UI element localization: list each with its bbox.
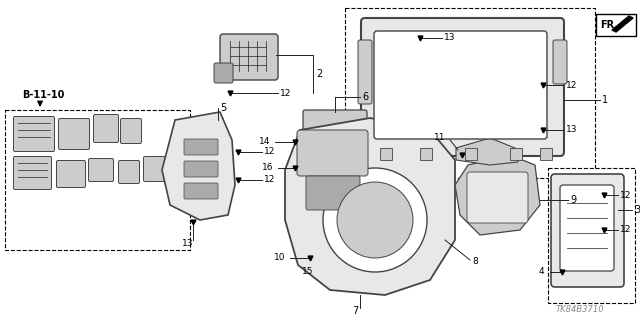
Text: 5: 5 — [220, 103, 227, 113]
FancyBboxPatch shape — [184, 161, 218, 177]
FancyBboxPatch shape — [361, 18, 564, 156]
Bar — [380, 148, 392, 160]
Text: 10: 10 — [273, 254, 285, 263]
FancyBboxPatch shape — [374, 31, 547, 139]
Text: 7: 7 — [352, 306, 358, 316]
FancyBboxPatch shape — [56, 160, 86, 188]
Text: 16: 16 — [262, 164, 273, 173]
FancyBboxPatch shape — [118, 160, 140, 183]
Bar — [465, 148, 477, 160]
Text: 12: 12 — [264, 175, 275, 184]
Text: 3: 3 — [634, 205, 640, 215]
FancyBboxPatch shape — [214, 63, 233, 83]
FancyBboxPatch shape — [553, 40, 567, 84]
FancyBboxPatch shape — [560, 185, 614, 271]
Text: 6: 6 — [362, 92, 368, 102]
Polygon shape — [612, 16, 633, 32]
Bar — [5, 110, 190, 250]
FancyBboxPatch shape — [13, 157, 51, 189]
Text: FR.: FR. — [600, 20, 618, 30]
Text: 12: 12 — [280, 88, 291, 98]
FancyBboxPatch shape — [13, 116, 54, 152]
FancyBboxPatch shape — [220, 34, 278, 80]
FancyBboxPatch shape — [88, 159, 113, 182]
Text: 1: 1 — [602, 95, 608, 105]
Text: 15: 15 — [302, 268, 314, 277]
Bar — [345, 8, 595, 178]
FancyBboxPatch shape — [297, 130, 368, 176]
FancyBboxPatch shape — [58, 118, 90, 150]
Text: 4: 4 — [538, 268, 544, 277]
Bar — [596, 14, 636, 36]
Bar — [548, 168, 635, 303]
Text: 13: 13 — [182, 240, 194, 249]
Polygon shape — [456, 138, 518, 165]
FancyBboxPatch shape — [467, 172, 528, 223]
Polygon shape — [162, 112, 235, 220]
FancyBboxPatch shape — [184, 183, 218, 199]
Text: 12: 12 — [566, 80, 577, 90]
FancyBboxPatch shape — [93, 115, 118, 143]
FancyBboxPatch shape — [120, 118, 141, 144]
FancyBboxPatch shape — [306, 176, 360, 210]
FancyBboxPatch shape — [143, 157, 168, 182]
Text: 12: 12 — [620, 226, 632, 234]
FancyBboxPatch shape — [358, 40, 372, 104]
Text: 9: 9 — [570, 195, 576, 205]
Text: 2: 2 — [316, 69, 323, 79]
FancyBboxPatch shape — [303, 110, 367, 144]
Text: 13: 13 — [566, 125, 577, 135]
Text: 8: 8 — [472, 257, 477, 266]
FancyBboxPatch shape — [184, 139, 218, 155]
Text: TK84B3710: TK84B3710 — [556, 306, 605, 315]
Text: 11: 11 — [433, 132, 445, 142]
Polygon shape — [455, 155, 540, 235]
Text: 12: 12 — [264, 147, 275, 157]
Bar — [510, 148, 522, 160]
Text: 14: 14 — [259, 137, 270, 146]
Circle shape — [337, 182, 413, 258]
Bar — [420, 148, 432, 160]
Bar — [540, 148, 552, 160]
Circle shape — [323, 168, 427, 272]
Text: B-11-10: B-11-10 — [22, 90, 65, 100]
FancyBboxPatch shape — [551, 174, 624, 287]
Text: 12: 12 — [620, 190, 632, 199]
Polygon shape — [285, 118, 455, 295]
Text: 13: 13 — [444, 33, 456, 42]
